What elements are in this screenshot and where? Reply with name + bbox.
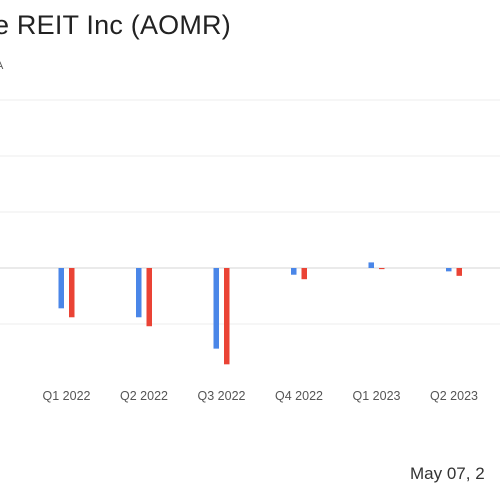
report-date: May 07, 2 [410, 464, 485, 483]
x-tick-label: Q1 2023 [353, 389, 401, 403]
bar-series-2-6 [456, 268, 462, 276]
bar-series-2-4 [301, 268, 307, 280]
bar-series-2-5 [379, 268, 385, 270]
bar-series-1-5 [368, 262, 374, 268]
bars [58, 262, 462, 365]
bar-series-1-1 [58, 268, 64, 309]
gridlines [0, 99, 500, 325]
x-tick-label: Q1 2022 [43, 389, 91, 403]
bar-series-2-2 [146, 268, 152, 327]
bar-series-1-3 [213, 268, 219, 349]
x-tick-label: Q2 2023 [430, 389, 478, 403]
bar-series-1-6 [446, 268, 452, 272]
x-tick-label: Q2 2022 [120, 389, 168, 403]
bar-series-1-2 [136, 268, 142, 318]
bar-series-1-4 [291, 268, 297, 275]
bar-series-2-1 [69, 268, 75, 318]
x-tick-label: Q4 2022 [275, 389, 323, 403]
chart-title: e REIT Inc (AOMR) [0, 10, 231, 40]
chart-subtitle: A [0, 60, 3, 72]
x-tick-label: Q3 2022 [198, 389, 246, 403]
bar-series-2-3 [224, 268, 230, 365]
